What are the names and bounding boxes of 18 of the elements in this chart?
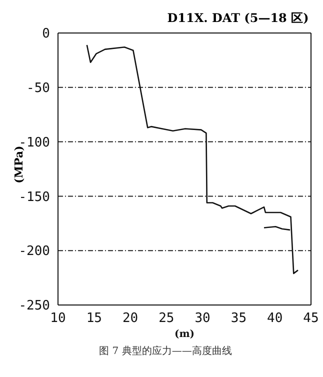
x-tick-label: 25 <box>158 311 174 326</box>
y-tick-label: -150 <box>18 190 50 205</box>
y-tick-label: -50 <box>26 81 50 96</box>
y-axis-title: (MPa) <box>12 146 26 186</box>
x-tick-label: 45 <box>303 311 319 326</box>
y-tick-label: -200 <box>18 244 50 260</box>
chart-title: D11X. DAT (5—18 区) <box>166 10 310 27</box>
x-tick-label: 15 <box>86 311 102 326</box>
x-axis-title: (m) <box>174 329 195 340</box>
x-tick-label: 10 <box>50 311 66 326</box>
x-tick-label: 35 <box>230 311 247 326</box>
x-tick-label: 40 <box>267 311 283 326</box>
x-tick-label: 30 <box>194 311 210 326</box>
line-series <box>86 44 299 274</box>
y-tick-label: 0 <box>42 26 50 42</box>
x-tick-label: 20 <box>122 311 138 326</box>
caption: 图 7 典型的应力——高度曲线 <box>98 344 233 358</box>
y-tick-label: -250 <box>18 298 50 314</box>
